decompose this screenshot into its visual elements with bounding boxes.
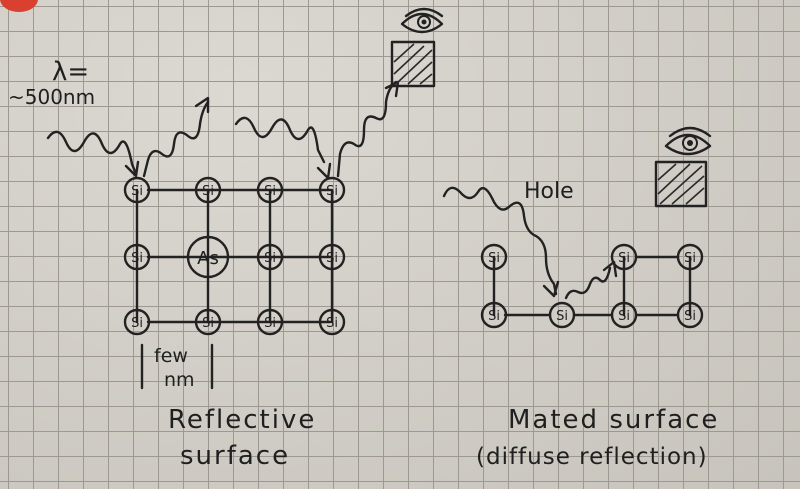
eye-icon bbox=[664, 126, 712, 156]
atom-si: Si bbox=[256, 176, 284, 204]
atom-si: Si bbox=[610, 243, 638, 271]
atom-si-label: Si bbox=[488, 309, 500, 324]
atom-si: Si bbox=[480, 243, 508, 271]
atom-si-label: Si bbox=[264, 316, 276, 331]
arrowhead bbox=[542, 280, 560, 298]
atom-si-label: Si bbox=[556, 309, 568, 324]
atom-si-label: Si bbox=[684, 251, 696, 266]
atom-si: Si bbox=[318, 243, 346, 271]
atom-si-label: Si bbox=[264, 184, 276, 199]
atom-si: Si bbox=[123, 243, 151, 271]
arrowhead bbox=[194, 96, 210, 114]
atom-as: As bbox=[186, 235, 230, 279]
scale-bar bbox=[140, 343, 214, 390]
scale-label-bottom: nm bbox=[164, 369, 195, 391]
atom-si-label: Si bbox=[131, 316, 143, 331]
atom-si-label: Si bbox=[202, 184, 214, 199]
atom-si: Si bbox=[676, 301, 704, 329]
atom-si: Si bbox=[194, 176, 222, 204]
atom-si-label: Si bbox=[488, 251, 500, 266]
svg-text:As: As bbox=[197, 248, 219, 269]
atom-si: Si bbox=[480, 301, 508, 329]
arrowhead bbox=[602, 260, 618, 278]
reflected-light-wave bbox=[142, 100, 210, 178]
left-waves bbox=[46, 80, 400, 180]
right-caption-line1: Mated surface bbox=[508, 405, 719, 435]
atom-si-label: Si bbox=[326, 316, 338, 331]
right-caption-line2: (diffuse reflection) bbox=[476, 444, 708, 470]
atom-si-label: Si bbox=[131, 251, 143, 266]
atom-si: Si bbox=[194, 308, 222, 336]
atom-si-label: Si bbox=[326, 184, 338, 199]
atom-si: Si bbox=[318, 308, 346, 336]
scale-label-top: few bbox=[154, 345, 188, 367]
reflected-light-wave bbox=[336, 80, 398, 178]
atom-si-label: Si bbox=[618, 251, 630, 266]
incoming-light-wave bbox=[442, 186, 558, 296]
right-lattice-bonds bbox=[492, 255, 692, 317]
atom-si: Si bbox=[548, 301, 576, 329]
atom-si: Si bbox=[123, 308, 151, 336]
arrowhead bbox=[316, 162, 332, 180]
right-detector bbox=[654, 160, 708, 208]
incoming-light-wave bbox=[234, 116, 326, 164]
arrowhead bbox=[124, 160, 140, 178]
wavelength-symbol: λ= bbox=[52, 57, 89, 87]
atom-si-label: Si bbox=[264, 251, 276, 266]
left-detector bbox=[390, 40, 436, 88]
atom-si-label: Si bbox=[131, 184, 143, 199]
atom-si: Si bbox=[610, 301, 638, 329]
atom-si-label: Si bbox=[326, 251, 338, 266]
left-caption-line2: surface bbox=[180, 441, 290, 471]
left-lattice-atoms: Si Si Si Si Si As Si Si Si Si Si Si bbox=[123, 176, 346, 336]
atom-si: Si bbox=[256, 308, 284, 336]
eye-icon bbox=[400, 7, 444, 34]
atom-si: Si bbox=[256, 243, 284, 271]
atom-si: Si bbox=[676, 243, 704, 271]
hole-label: Hole bbox=[524, 179, 574, 204]
atom-si: Si bbox=[123, 176, 151, 204]
atom-si-label: Si bbox=[684, 309, 696, 324]
incoming-light-wave bbox=[46, 130, 138, 176]
left-lattice-bonds bbox=[135, 188, 334, 324]
wavelength-value: ~500nm bbox=[8, 85, 95, 109]
scattered-light-wave bbox=[564, 266, 612, 300]
atom-si: Si bbox=[318, 176, 346, 204]
right-waves bbox=[442, 186, 618, 300]
atom-si-label: Si bbox=[618, 309, 630, 324]
left-caption-line1: Reflective bbox=[168, 405, 316, 435]
atom-si-label: Si bbox=[202, 316, 214, 331]
red-corner-mark bbox=[0, 0, 38, 12]
right-lattice-atoms: Si Si Si Si Si Si Si bbox=[480, 243, 704, 329]
